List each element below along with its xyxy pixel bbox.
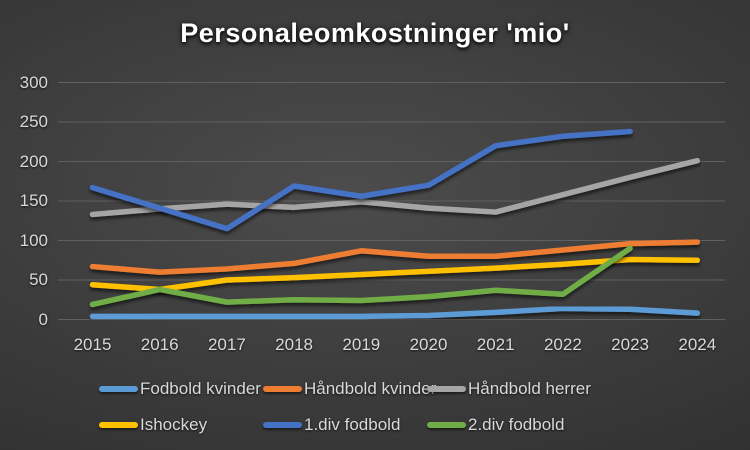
legend-swatch-icon	[263, 422, 302, 428]
y-tick-label: 150	[19, 191, 48, 210]
legend-label: Håndbold herrer	[468, 379, 591, 398]
x-tick-label: 2021	[476, 335, 515, 354]
x-tick-label: 2017	[207, 335, 246, 354]
x-tick-label: 2020	[409, 335, 448, 354]
gridlines	[58, 82, 725, 320]
x-tick-label: 2016	[140, 335, 179, 354]
series-line-fodbold-kvinder	[89, 305, 701, 320]
series-line-2-div-fodbold	[89, 245, 633, 308]
legend-swatch-icon	[263, 386, 302, 392]
legend-swatch-icon	[427, 386, 466, 392]
legend-swatch-icon	[99, 386, 138, 392]
y-tick-label: 250	[19, 112, 48, 131]
x-tick-label: 2015	[73, 335, 112, 354]
y-tick-label: 0	[38, 309, 48, 329]
legend-item-fodbold-kvinder: Fodbold kvinder	[99, 379, 261, 399]
legend-label: Håndbold kvinder	[304, 379, 437, 398]
legend-label: Fodbold kvinder	[140, 379, 261, 398]
legend-swatch-icon	[99, 422, 138, 428]
series-line-handbold-herrer	[89, 157, 701, 218]
legend-item-2-div-fodbold: 2.div fodbold	[427, 415, 564, 435]
series-line-handbold-kvinder	[89, 239, 701, 275]
x-tick-label: 2018	[275, 335, 313, 354]
legend-item-1-div-fodbold: 1.div fodbold	[263, 415, 400, 435]
x-tick-label: 2024	[678, 335, 717, 354]
x-tick-label: 2019	[342, 335, 381, 354]
legend-item-ishockey: Ishockey	[99, 415, 207, 435]
legend-item-handbold-herrer: Håndbold herrer	[427, 379, 591, 399]
legend-label: Ishockey	[140, 415, 208, 434]
x-tick-label: 2022	[543, 335, 582, 354]
chart-title: Personaleomkostninger 'mio'	[180, 18, 570, 48]
legend-swatch-icon	[427, 422, 466, 428]
x-tick-label: 2023	[611, 335, 649, 354]
y-tick-label: 200	[19, 151, 48, 171]
legend-label: 2.div fodbold	[468, 415, 565, 434]
y-tick-label: 50	[29, 270, 48, 289]
legend-label: 1.div fodbold	[304, 415, 401, 434]
series-lines	[89, 128, 701, 320]
series-line-1-div-fodbold	[89, 128, 633, 232]
y-tick-label: 100	[19, 230, 48, 250]
y-tick-label: 300	[19, 72, 48, 92]
legend-item-handbold-kvinder: Håndbold kvinder	[263, 379, 436, 399]
series-line-ishockey	[89, 256, 701, 293]
